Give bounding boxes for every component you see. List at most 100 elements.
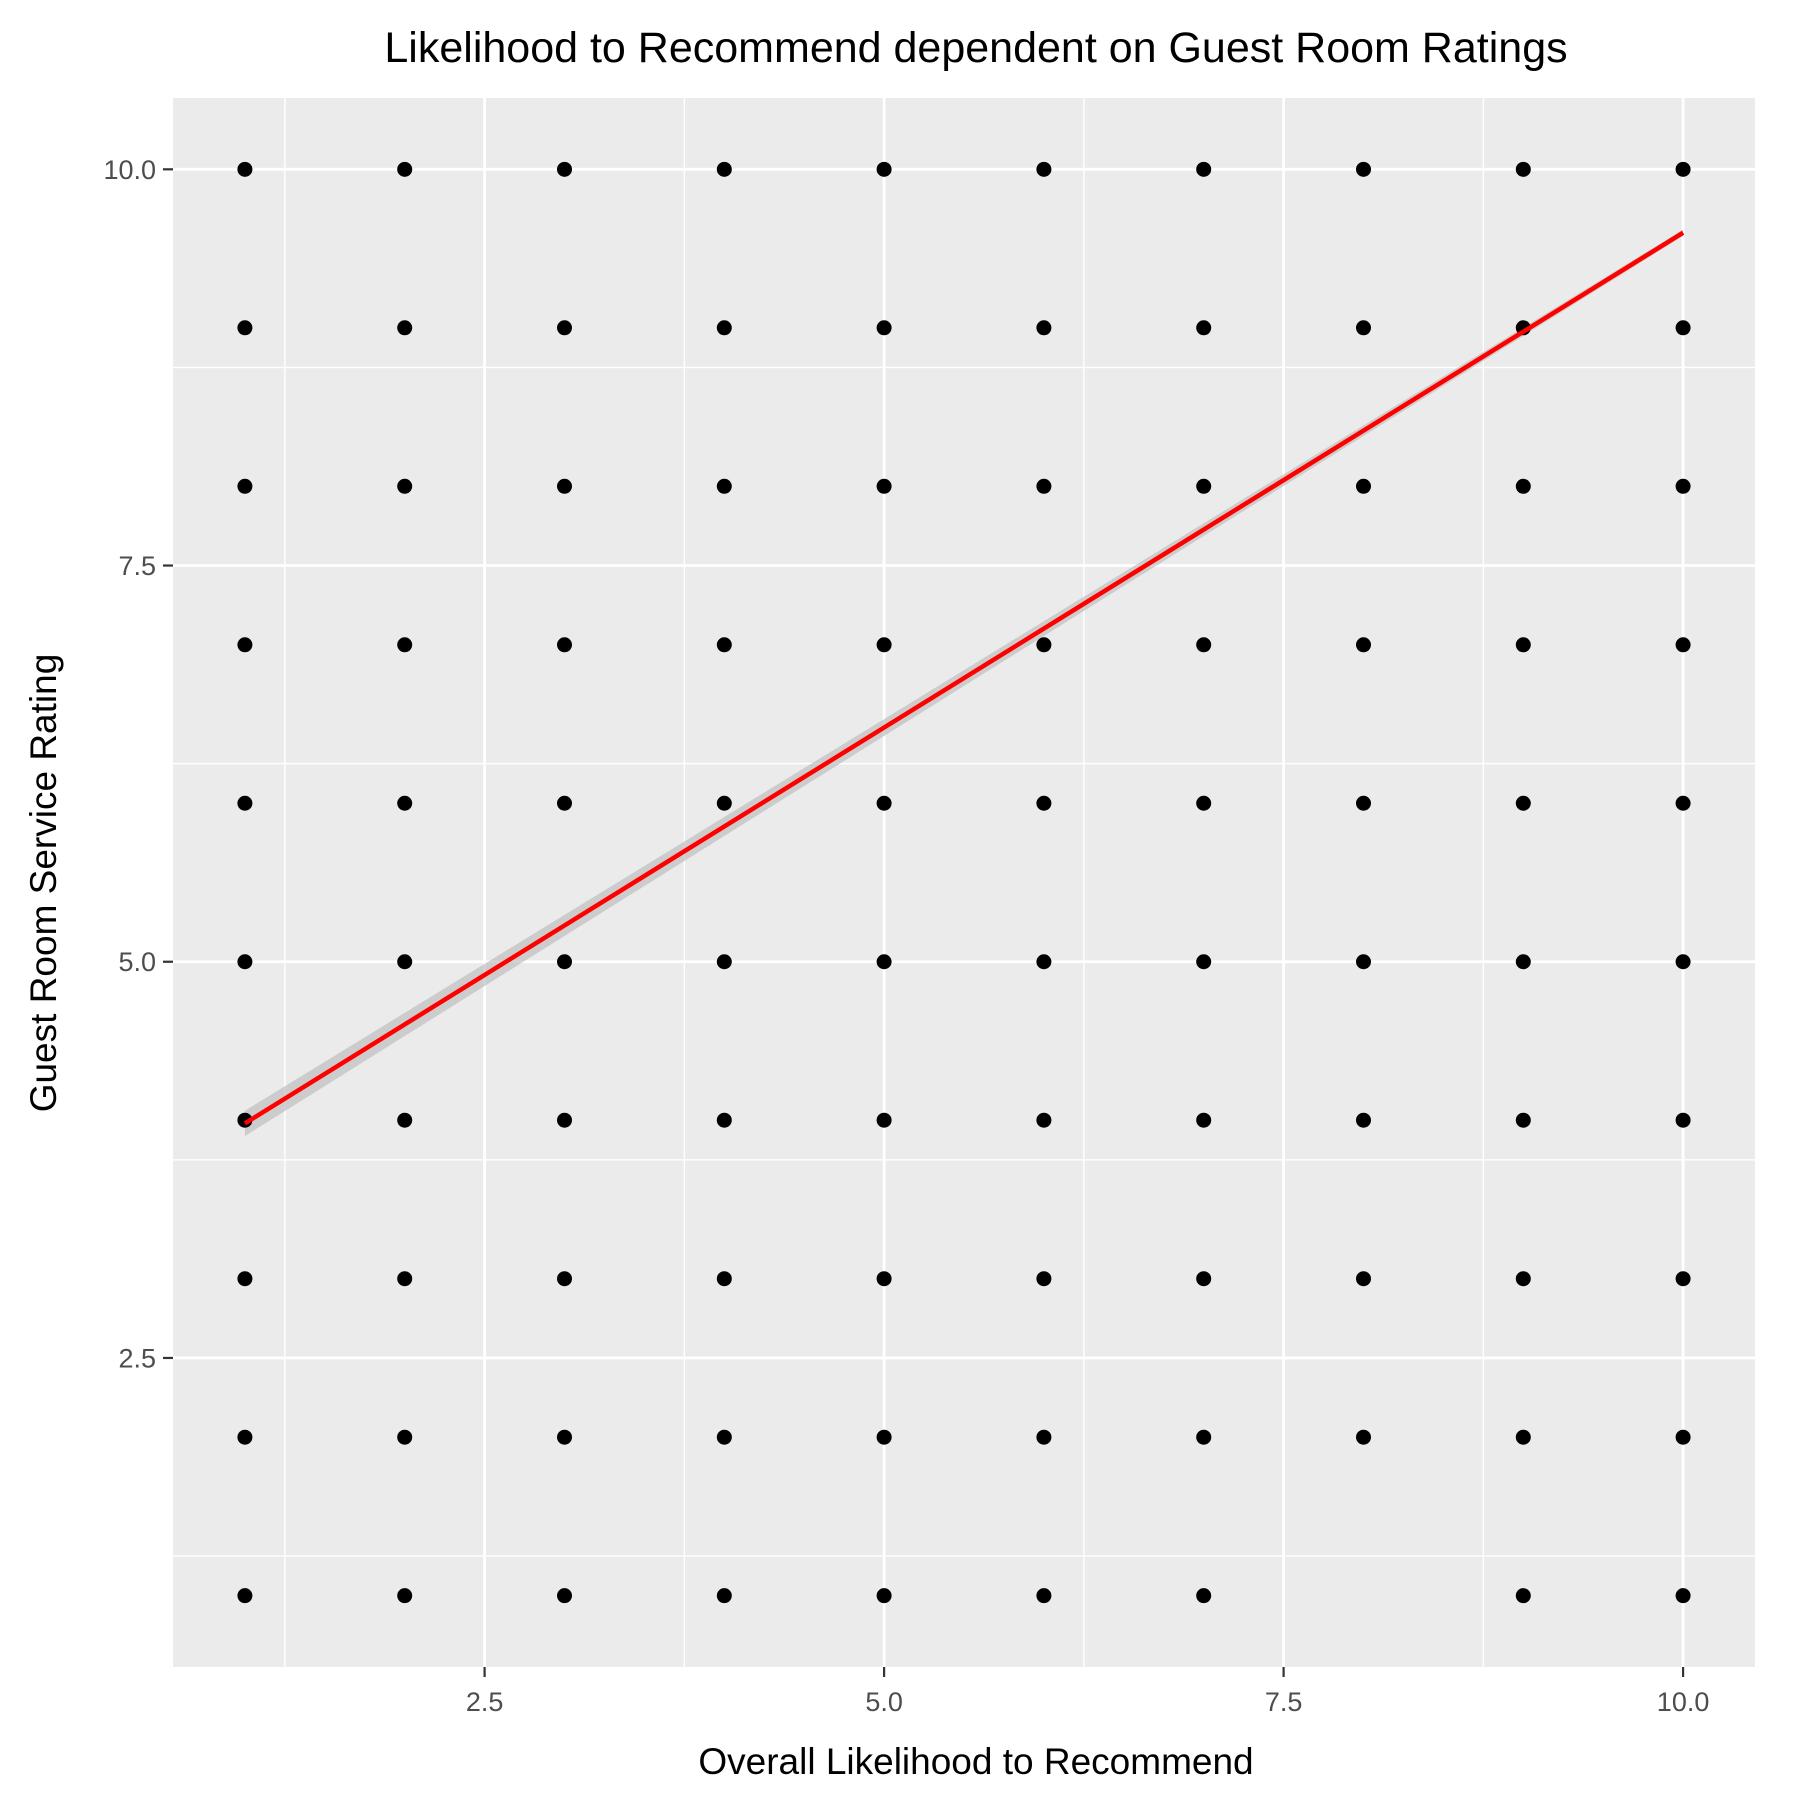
- data-point: [237, 954, 253, 970]
- data-point: [397, 478, 413, 494]
- data-point: [1036, 1429, 1052, 1445]
- data-point: [876, 478, 892, 494]
- data-point: [557, 1588, 573, 1604]
- data-point: [557, 637, 573, 653]
- data-point: [557, 161, 573, 177]
- major-gridlines: [173, 98, 1755, 1667]
- data-point: [1036, 1112, 1052, 1128]
- data-point: [1515, 1112, 1531, 1128]
- data-point: [716, 1271, 732, 1287]
- data-point: [557, 1112, 573, 1128]
- data-point: [557, 1429, 573, 1445]
- data-point: [876, 1271, 892, 1287]
- data-point: [1196, 954, 1212, 970]
- data-point: [876, 1588, 892, 1604]
- y-axis: 2.5 5.0 7.5 10.0: [103, 155, 173, 1373]
- data-point: [716, 637, 732, 653]
- data-point: [1196, 1112, 1212, 1128]
- data-point: [1036, 478, 1052, 494]
- data-point: [1196, 478, 1212, 494]
- data-point: [876, 637, 892, 653]
- x-axis-title: Overall Likelihood to Recommend: [698, 1741, 1253, 1782]
- data-point: [1196, 161, 1212, 177]
- data-point: [397, 1112, 413, 1128]
- x-tick-label: 5.0: [865, 1687, 903, 1717]
- data-point: [1515, 1429, 1531, 1445]
- data-point: [1355, 795, 1371, 811]
- data-point: [557, 1271, 573, 1287]
- data-point: [716, 478, 732, 494]
- data-point: [237, 637, 253, 653]
- data-point: [716, 795, 732, 811]
- x-axis: 2.5 5.0 7.5 10.0: [466, 1667, 1710, 1717]
- data-point: [1515, 1588, 1531, 1604]
- data-point: [397, 161, 413, 177]
- x-tick-label: 2.5: [466, 1687, 504, 1717]
- data-point: [237, 1429, 253, 1445]
- data-point: [876, 1429, 892, 1445]
- y-axis-title: Guest Room Service Rating: [23, 654, 64, 1113]
- data-point: [557, 320, 573, 336]
- data-point: [1675, 478, 1691, 494]
- data-point: [237, 1112, 253, 1128]
- data-point: [716, 161, 732, 177]
- data-point: [1515, 161, 1531, 177]
- data-point: [1675, 1271, 1691, 1287]
- data-point: [397, 954, 413, 970]
- data-point: [1036, 795, 1052, 811]
- data-point: [1515, 478, 1531, 494]
- plot-panel: [173, 98, 1755, 1667]
- data-point: [397, 1429, 413, 1445]
- data-point: [876, 161, 892, 177]
- data-point: [1355, 1271, 1371, 1287]
- data-point: [1036, 1588, 1052, 1604]
- data-point: [1675, 637, 1691, 653]
- y-tick-label: 10.0: [103, 155, 156, 185]
- data-point: [716, 1112, 732, 1128]
- x-tick-label: 10.0: [1657, 1687, 1710, 1717]
- data-point: [716, 320, 732, 336]
- data-point: [1675, 1112, 1691, 1128]
- chart-title: Likelihood to Recommend dependent on Gue…: [384, 24, 1567, 72]
- data-point: [1675, 320, 1691, 336]
- y-tick-label: 2.5: [118, 1343, 156, 1373]
- data-point: [397, 320, 413, 336]
- data-point: [1355, 161, 1371, 177]
- data-point: [557, 478, 573, 494]
- data-point: [1355, 954, 1371, 970]
- data-point: [876, 1112, 892, 1128]
- data-point: [1355, 478, 1371, 494]
- data-point: [876, 954, 892, 970]
- data-point: [1196, 1588, 1212, 1604]
- data-point: [1036, 637, 1052, 653]
- data-point: [1196, 1429, 1212, 1445]
- data-point: [237, 478, 253, 494]
- data-point: [1036, 161, 1052, 177]
- data-point: [397, 795, 413, 811]
- data-point: [237, 1588, 253, 1604]
- trend-line: [243, 230, 1685, 1126]
- data-point: [1675, 1429, 1691, 1445]
- data-point: [716, 954, 732, 970]
- data-point: [1196, 637, 1212, 653]
- data-point: [1675, 795, 1691, 811]
- data-point: [1675, 1588, 1691, 1604]
- data-point: [237, 320, 253, 336]
- data-point: [1196, 1271, 1212, 1287]
- data-points: [237, 161, 1691, 1604]
- minor-gridlines: [173, 98, 1755, 1667]
- data-point: [1675, 161, 1691, 177]
- data-point: [1355, 320, 1371, 336]
- data-point: [1515, 637, 1531, 653]
- data-point: [237, 795, 253, 811]
- data-point: [716, 1588, 732, 1604]
- y-tick-label: 7.5: [118, 551, 156, 581]
- data-point: [876, 320, 892, 336]
- data-point: [1675, 954, 1691, 970]
- data-point: [397, 1271, 413, 1287]
- data-point: [1355, 637, 1371, 653]
- data-point: [237, 1271, 253, 1287]
- data-point: [1355, 1429, 1371, 1445]
- data-point: [1196, 795, 1212, 811]
- y-tick-label: 5.0: [118, 947, 156, 977]
